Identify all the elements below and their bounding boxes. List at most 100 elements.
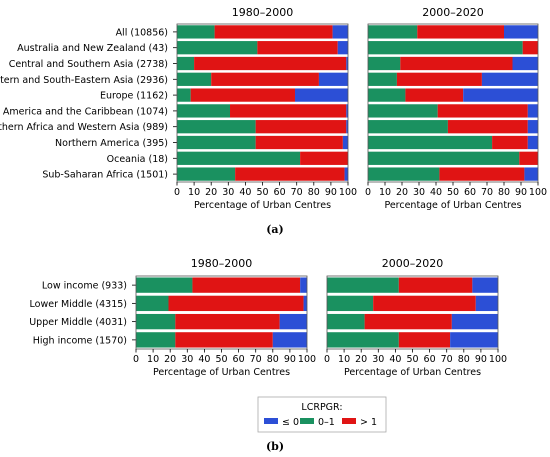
category-label: Central and Southern Asia (2738) [9, 59, 168, 70]
bar-segment [481, 72, 538, 86]
bar-segment [405, 88, 464, 102]
panel-b-left: 1980–2000 Low income (933) Lower Middle (4… [29, 257, 316, 378]
legend-swatch-le0 [264, 418, 278, 424]
bar-segment [504, 25, 538, 39]
legend-swatch-gt1 [342, 418, 356, 424]
bar-segment [136, 277, 193, 293]
x-tick-label: 100 [339, 187, 357, 198]
bar-segment [136, 295, 169, 312]
bar-segment [492, 135, 528, 150]
x-axis-label: Percentage of Urban Centres [153, 367, 290, 378]
x-tick-label: 40 [198, 354, 210, 365]
bar-segment [177, 167, 236, 181]
bar-segment [364, 313, 452, 330]
bar-segment [300, 277, 307, 293]
bar-segment [337, 41, 348, 55]
bar-segment [257, 41, 338, 55]
bar-segment [332, 25, 348, 39]
bar-segment [522, 41, 538, 55]
x-tick-label: 60 [424, 354, 436, 365]
bar-segment [519, 151, 538, 165]
bar-segment [368, 151, 520, 165]
bar-segment [451, 313, 498, 330]
category-label: Low income (933) [42, 281, 127, 292]
bar-segment [136, 332, 176, 348]
category-label: Eastern and South-Eastern Asia (2936) [0, 75, 168, 86]
category-label: Upper Middle (4031) [29, 317, 127, 328]
category-label: Europe (1162) [100, 91, 168, 102]
bar-segment [368, 167, 440, 181]
bar-segment [230, 104, 347, 118]
bar-segment [342, 135, 348, 150]
legend-label-le0: ≤ 0 [282, 417, 299, 428]
bar-segment [450, 332, 498, 348]
panel-group-a: 1980–2000 All (10856) Australia and New Ze… [0, 6, 547, 211]
x-tick-label: 50 [406, 354, 418, 365]
bar-segment [177, 25, 215, 39]
category-label: High income (1570) [33, 335, 127, 346]
bar-segment [368, 88, 406, 102]
bar-segment [279, 313, 307, 330]
bar-segment [368, 25, 418, 39]
bar-segment [327, 332, 399, 348]
bar-segment [194, 56, 347, 71]
bar-segment [177, 72, 212, 86]
bar-segment [177, 41, 258, 55]
bar-segment [527, 104, 538, 118]
legend-title: LCRPGR: [301, 402, 342, 413]
panel-a-right: 2000–2020 0 10 20 30 40 50 60 70 80 90 100 Percentag… [365, 6, 547, 211]
bar-segment [136, 313, 176, 330]
bar-segment [398, 277, 473, 293]
x-tick-label: 80 [498, 187, 510, 198]
x-tick-label: 100 [489, 354, 507, 365]
x-tick-label: 10 [147, 354, 159, 365]
panel-a-left: 1980–2000 All (10856) Australia and New Ze… [0, 6, 357, 211]
x-tick-label: 100 [529, 187, 547, 198]
bar-segment [211, 72, 319, 86]
legend-label-gt1: > 1 [360, 417, 377, 428]
bar-segment [527, 120, 538, 134]
bar-segment [373, 295, 476, 312]
x-tick-label: 70 [481, 187, 493, 198]
bar-segment [294, 88, 348, 102]
x-tick-label: 50 [447, 187, 459, 198]
bar-segment [447, 120, 528, 134]
bar-segment [368, 41, 523, 55]
x-tick-label: 10 [338, 354, 350, 365]
bar-segment [303, 295, 307, 312]
x-tick-label: 20 [164, 354, 176, 365]
bar-segment [192, 277, 301, 293]
x-tick-label: 40 [430, 187, 442, 198]
x-tick-label: 90 [284, 354, 296, 365]
panel-b-right-title: 2000–2020 [382, 257, 444, 270]
bar-segment [177, 120, 256, 134]
x-tick-label: 60 [274, 187, 286, 198]
x-tick-label: 0 [324, 354, 330, 365]
bar-segment [512, 56, 538, 71]
x-tick-label: 40 [389, 354, 401, 365]
x-tick-label: 0 [365, 187, 371, 198]
bar-segment [177, 104, 231, 118]
bar-segment [175, 313, 280, 330]
bar-segment [368, 56, 401, 71]
x-axis-label: Percentage of Urban Centres [344, 367, 481, 378]
legend-swatch-mid [300, 418, 314, 424]
x-tick-label: 80 [267, 354, 279, 365]
legend-label-mid: 0–1 [318, 417, 335, 428]
bar-segment [255, 120, 347, 134]
bar-segment [214, 25, 333, 39]
bar-segment [368, 104, 438, 118]
bar-segment [396, 72, 482, 86]
x-tick-label: 60 [464, 187, 476, 198]
x-tick-label: 30 [413, 187, 425, 198]
bar-segment [398, 332, 451, 348]
caption-b: (b) [266, 440, 284, 453]
legend-box [257, 396, 387, 433]
bar-segment [327, 277, 399, 293]
x-tick-label: 80 [308, 187, 320, 198]
category-label: Lower Middle (4315) [30, 299, 127, 310]
bar-segment [472, 277, 498, 293]
bar-segment [300, 151, 348, 165]
x-tick-label: 10 [379, 187, 391, 198]
